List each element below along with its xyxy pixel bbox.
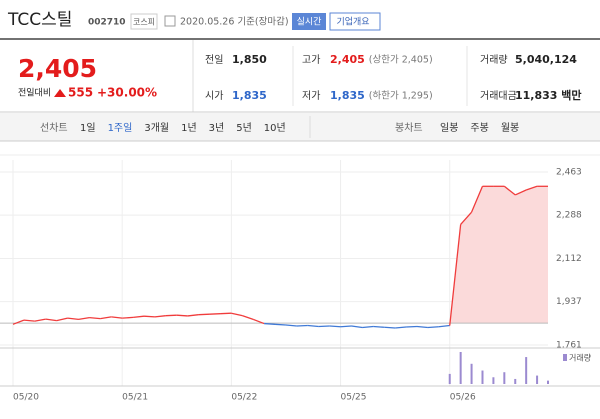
change-rate: +30.00%	[97, 86, 157, 100]
volume-bar	[471, 364, 473, 384]
price-segment	[341, 326, 352, 327]
candle-tab[interactable]: 월봉	[501, 122, 519, 134]
realtime-label[interactable]: 실시간	[297, 17, 322, 28]
price-segment	[373, 327, 384, 328]
period-tab[interactable]: 10년	[264, 122, 286, 134]
y-tick-label: 1,761	[556, 341, 582, 351]
price-segment	[330, 326, 341, 327]
market: 코스피	[133, 18, 155, 27]
volume-bar	[503, 372, 505, 384]
summary-value: 1,835	[330, 89, 365, 102]
summary-label: 거래대금	[480, 90, 517, 102]
x-tick-label: 05/26	[450, 393, 476, 403]
summary-label: 전일	[205, 54, 223, 66]
period-tab[interactable]: 1주일	[108, 122, 133, 134]
volume-bar	[514, 379, 516, 384]
summary-value: 5,040,124	[515, 53, 577, 66]
summary-value: 1,850	[232, 53, 267, 66]
price-segment	[384, 327, 395, 328]
change: 555	[68, 86, 93, 100]
stock-code: 002710	[88, 18, 126, 28]
period-tab[interactable]: 3년	[209, 122, 225, 134]
summary-label: 거래량	[480, 54, 508, 66]
price-segment	[264, 324, 275, 325]
summary-value: 1,835	[232, 89, 267, 102]
summary-note: (하한가 1,295)	[369, 90, 433, 102]
date: 2020.05.26 기준(장마감)	[180, 16, 289, 28]
candle-tab[interactable]: 일봉	[440, 122, 458, 134]
x-tick-label: 05/22	[231, 393, 257, 403]
period-tab[interactable]: 1년	[181, 122, 197, 134]
y-tick-label: 2,463	[556, 168, 582, 178]
volume-legend-swatch	[563, 354, 567, 361]
summary-label: 시가	[205, 90, 223, 102]
period-tab[interactable]: 5년	[236, 122, 252, 134]
volume-bar	[547, 381, 549, 384]
volume-bar	[481, 371, 483, 384]
x-tick-label: 05/20	[13, 393, 39, 403]
volume-bar	[536, 376, 538, 384]
price-segment	[144, 316, 155, 317]
volume-bar	[449, 374, 451, 384]
price-segment	[275, 324, 286, 325]
price-segment	[428, 327, 439, 328]
stock-name: TCC스틸	[7, 10, 72, 30]
volume-bar	[460, 352, 462, 384]
summary-value: 11,833 백만	[515, 88, 582, 102]
current-price: 2,405	[18, 54, 97, 83]
y-tick-label: 2,288	[556, 211, 582, 221]
summary-note: (상한가 2,405)	[369, 55, 433, 66]
tab-group-label: 봉차트	[395, 122, 423, 134]
y-tick-label: 1,937	[556, 297, 582, 307]
change-label: 전일대비	[18, 88, 51, 99]
tab-group-label: 선차트	[40, 122, 68, 134]
volume-legend: 거래량	[569, 353, 592, 363]
y-tick-label: 2,112	[556, 254, 582, 264]
x-tick-label: 05/25	[341, 393, 367, 403]
period-tab[interactable]: 3개월	[144, 122, 169, 134]
company-label[interactable]: 기업개요	[336, 17, 369, 28]
x-tick-label: 05/21	[122, 393, 148, 403]
summary-label: 고가	[302, 54, 320, 66]
period-tab[interactable]: 1일	[80, 122, 96, 134]
price-segment	[122, 317, 133, 318]
summary-label: 저가	[302, 90, 320, 102]
price-segment	[177, 315, 188, 316]
candle-tab[interactable]: 주봉	[470, 122, 488, 134]
summary-value: 2,405	[330, 53, 365, 66]
volume-bar	[492, 377, 494, 384]
volume-bar	[525, 357, 527, 384]
